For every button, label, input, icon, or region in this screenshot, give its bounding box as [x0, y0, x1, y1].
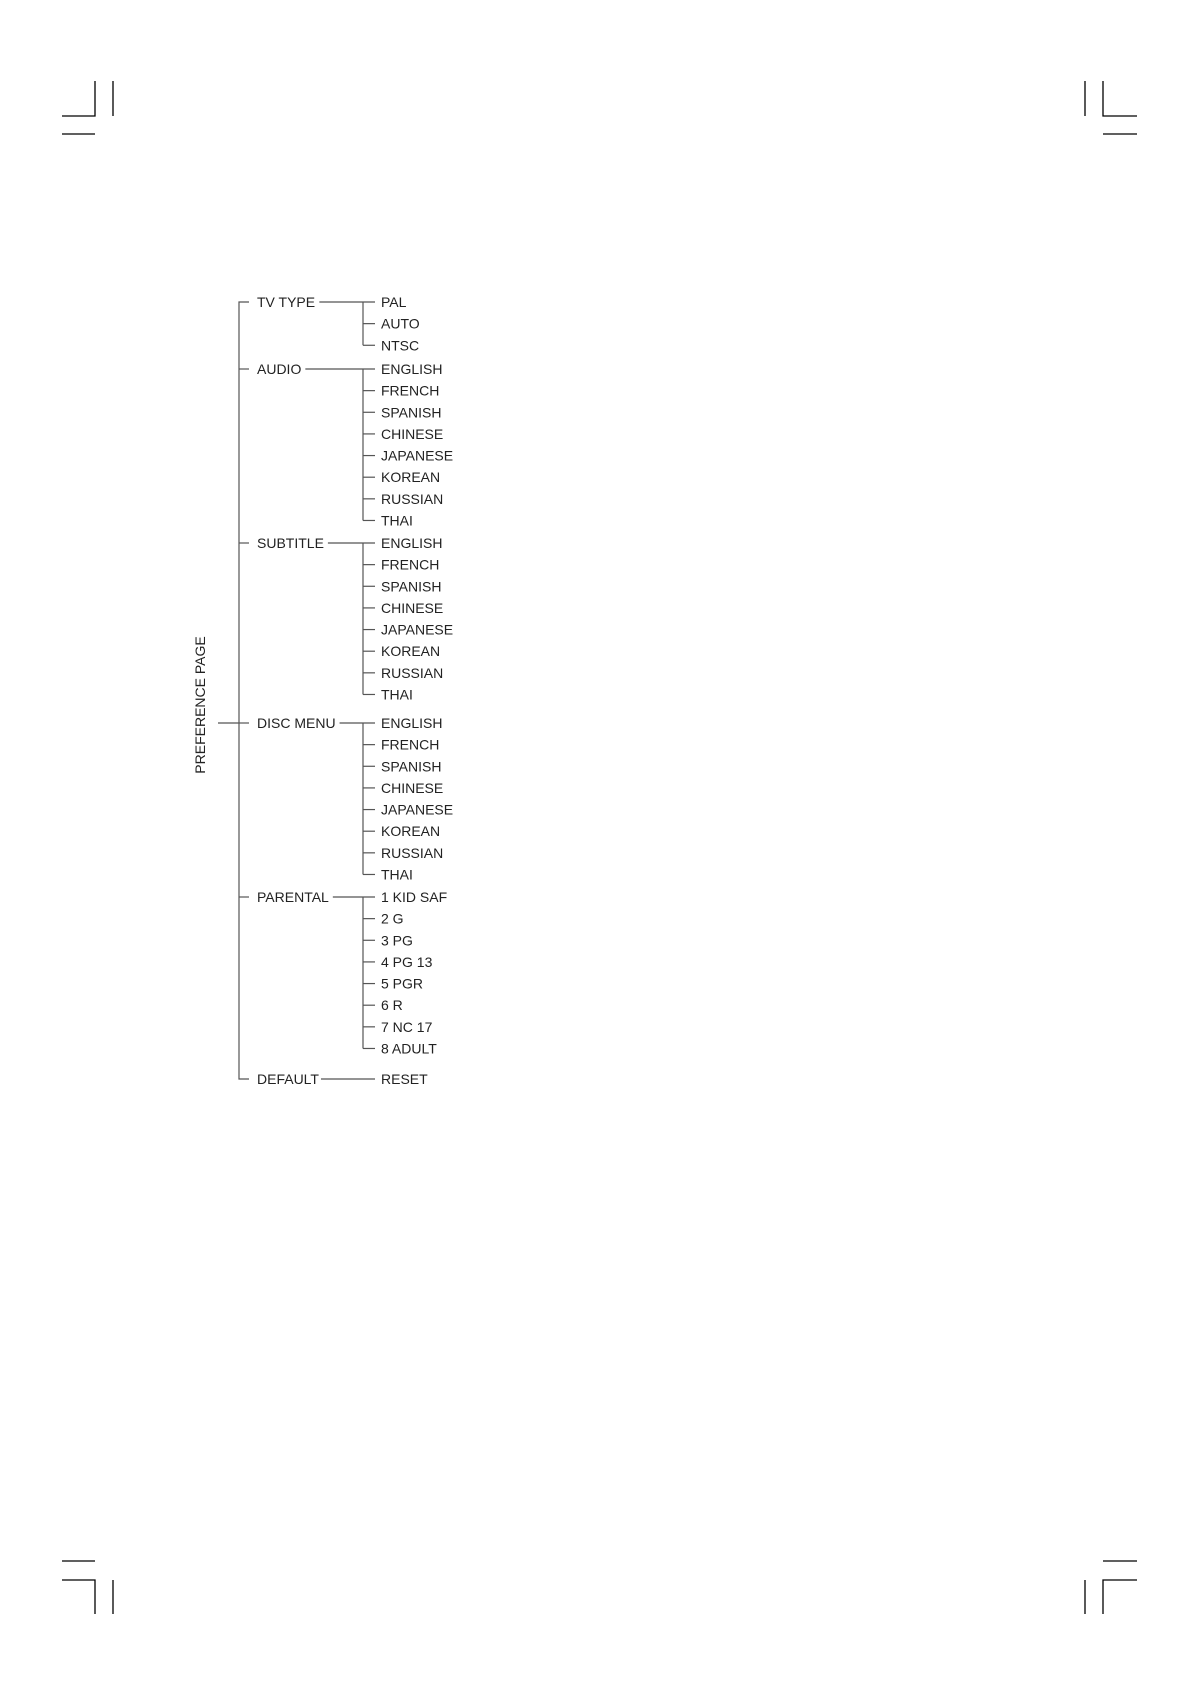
option-label: JAPANESE [381, 802, 453, 818]
option-label: RESET [381, 1071, 428, 1087]
option-label: NTSC [381, 337, 419, 353]
crop-mark-bottom-left [62, 1560, 114, 1614]
category-label-subtitle: SUBTITLE [257, 535, 324, 551]
option-label: PAL [381, 294, 407, 310]
option-label: KOREAN [381, 469, 440, 485]
crop-mark-bottom-right [1084, 1560, 1137, 1614]
option-label: SPANISH [381, 758, 441, 774]
option-label: 3 PG [381, 932, 413, 948]
option-label: KOREAN [381, 823, 440, 839]
category-label-default: DEFAULT [257, 1071, 319, 1087]
option-label: RUSSIAN [381, 491, 443, 507]
option-label: 2 G [381, 911, 404, 927]
root-label-preference-page: PREFERENCE PAGE [192, 636, 208, 773]
option-label: JAPANESE [381, 622, 453, 638]
option-label: KOREAN [381, 643, 440, 659]
option-label: ENGLISH [381, 715, 442, 731]
option-label: CHINESE [381, 426, 443, 442]
option-label: THAI [381, 866, 413, 882]
category-label-parental: PARENTAL [257, 889, 329, 905]
option-label: SPANISH [381, 404, 441, 420]
option-label: ENGLISH [381, 361, 442, 377]
crop-mark-top-left [62, 81, 114, 135]
option-label: SPANISH [381, 578, 441, 594]
option-label: THAI [381, 686, 413, 702]
option-label: JAPANESE [381, 448, 453, 464]
option-label: 8 ADULT [381, 1040, 437, 1056]
category-label-disc-menu: DISC MENU [257, 715, 336, 731]
option-label: 1 KID SAF [381, 889, 447, 905]
option-label: AUTO [381, 316, 420, 332]
crop-mark-top-right [1084, 81, 1137, 135]
option-label: 4 PG 13 [381, 954, 433, 970]
option-label: RUSSIAN [381, 665, 443, 681]
option-label: 7 NC 17 [381, 1019, 433, 1035]
option-label: CHINESE [381, 780, 443, 796]
option-label: FRENCH [381, 737, 439, 753]
option-label: RUSSIAN [381, 845, 443, 861]
option-label: FRENCH [381, 383, 439, 399]
crop-marks [62, 81, 1137, 1614]
option-label: ENGLISH [381, 535, 442, 551]
main-spine [238, 301, 249, 1080]
option-label: FRENCH [381, 557, 439, 573]
category-label-audio: AUDIO [257, 361, 301, 377]
option-label: THAI [381, 512, 413, 528]
tree-labels: TV TYPE PAL AUTO NTSC AUDIO ENGLISH FRENCH SPAN… [257, 294, 453, 1087]
option-label: CHINESE [381, 600, 443, 616]
option-label: 6 R [381, 997, 403, 1013]
category-label-tv-type: TV TYPE [257, 294, 315, 310]
tree-connectors [218, 301, 375, 1080]
option-label: 5 PGR [381, 976, 423, 992]
